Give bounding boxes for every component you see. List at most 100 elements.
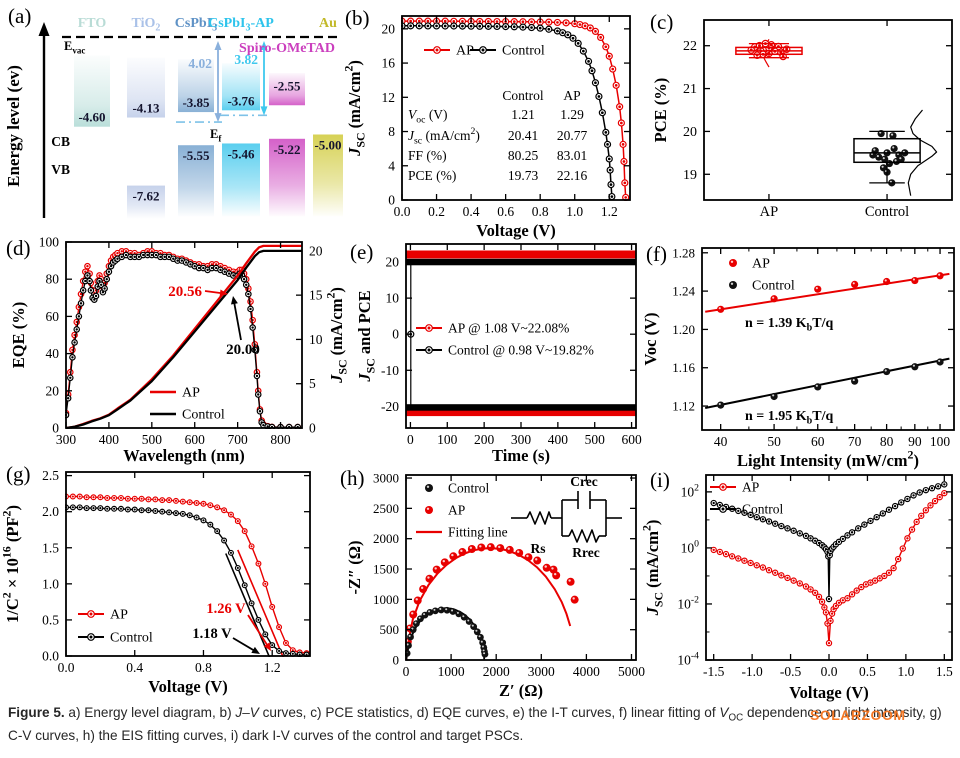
svg-text:Control: Control xyxy=(742,502,784,517)
svg-text:Control: Control xyxy=(865,204,909,220)
svg-text:0.5: 0.5 xyxy=(42,612,59,627)
svg-text:Voltage (V): Voltage (V) xyxy=(476,221,556,240)
svg-text:AP: AP xyxy=(110,608,128,623)
svg-text:15: 15 xyxy=(309,288,323,303)
svg-text:50: 50 xyxy=(767,434,781,449)
svg-text:3000: 3000 xyxy=(373,471,399,486)
svg-text:Control @ 0.98 V~19.82%: Control @ 0.98 V~19.82% xyxy=(448,343,594,358)
svg-text:5: 5 xyxy=(309,376,316,391)
svg-text:0: 0 xyxy=(388,193,395,208)
svg-text:400: 400 xyxy=(99,432,120,447)
panel-d-eqe-curves: 300 400 500 600 700 800 0 20 40 60 80 100 0 5 10 15 20 Wa… xyxy=(0,230,365,466)
svg-text:20.56: 20.56 xyxy=(168,284,202,300)
svg-text:8: 8 xyxy=(388,124,395,139)
it-chart-canvas: 0 100 200 300 400 500 600 -20 -10 0 10 20 Time (s) JS… xyxy=(355,243,642,465)
eqe-chart-canvas: 300 400 500 600 700 800 0 20 40 60 80 100 0 5 10 15 20 Wa… xyxy=(9,235,349,466)
svg-text:-2.55: -2.55 xyxy=(273,79,301,94)
svg-text:AP: AP xyxy=(563,88,580,103)
svg-text:83.01: 83.01 xyxy=(557,148,587,163)
svg-text:PCE (%): PCE (%) xyxy=(651,78,670,143)
svg-text:3000: 3000 xyxy=(528,664,555,679)
svg-text:3.82: 3.82 xyxy=(234,52,258,67)
svg-text:21: 21 xyxy=(683,82,697,97)
svg-text:0.0: 0.0 xyxy=(821,664,838,679)
panel-tag-d: (d) xyxy=(6,236,31,260)
svg-text:CsPbI3: CsPbI3 xyxy=(175,16,217,34)
svg-text:-Z″ (Ω): -Z″ (Ω) xyxy=(345,541,364,595)
svg-text:600: 600 xyxy=(621,432,642,447)
svg-text:100: 100 xyxy=(437,432,458,447)
svg-text:20: 20 xyxy=(382,21,396,36)
svg-text:0.2: 0.2 xyxy=(428,204,445,219)
jv-chart-canvas: 0.0 0.2 0.4 0.6 0.8 1.0 1.2 0 4 8 12 16 20 Voltage (V… xyxy=(342,15,631,240)
svg-text:n = 1.95 KbT/q: n = 1.95 KbT/q xyxy=(745,409,833,427)
svg-text:300: 300 xyxy=(511,432,532,447)
svg-text:10: 10 xyxy=(386,291,400,306)
watermark-text: SOLARZOOM xyxy=(810,707,906,723)
svg-text:0.0: 0.0 xyxy=(394,204,411,219)
svg-text:300: 300 xyxy=(56,432,77,447)
svg-text:-7.62: -7.62 xyxy=(132,189,159,204)
svg-text:20.41: 20.41 xyxy=(508,128,538,143)
caption-fragment: V xyxy=(719,705,729,720)
svg-text:600: 600 xyxy=(185,432,206,447)
panel-a-energy-level-diagram: Energy level (ev) Evac CB VB -4.60 FTO -4.13 -7… xyxy=(0,0,345,232)
panel-c-pce-statistics: AP Control 19 20 21 22 PCE (%) xyxy=(640,0,960,232)
svg-text:Voc (V): Voc (V) xyxy=(641,312,660,365)
panel-tag-c: (c) xyxy=(650,10,674,34)
svg-text:500: 500 xyxy=(142,432,163,447)
svg-text:0: 0 xyxy=(403,664,410,679)
svg-text:AP: AP xyxy=(752,257,770,272)
svg-text:80: 80 xyxy=(46,272,60,287)
panel-tag-b: (b) xyxy=(345,6,370,30)
svg-text:0: 0 xyxy=(392,327,399,342)
svg-text:2.5: 2.5 xyxy=(42,468,59,483)
caption-fragment: OC xyxy=(728,712,744,724)
svg-text:1.0: 1.0 xyxy=(42,576,59,591)
svg-text:0.4: 0.4 xyxy=(126,660,143,675)
svg-text:Energy level (ev): Energy level (ev) xyxy=(4,65,23,187)
svg-text:19.73: 19.73 xyxy=(508,168,539,183)
svg-text:-1.0: -1.0 xyxy=(741,664,763,679)
svg-text:20: 20 xyxy=(683,125,697,140)
svg-text:0: 0 xyxy=(52,421,59,436)
svg-text:1.16: 1.16 xyxy=(672,360,695,375)
panel-tag-e: (e) xyxy=(350,240,374,264)
caption-fragment: curves, c) PCE statistics, d) EQE curves… xyxy=(258,705,720,720)
panel-f-voc-light-intensity: 40 50 60 70 80 90 100 1.12 1.16 1.20 1.24 1.28 Light… xyxy=(640,230,960,470)
svg-text:4000: 4000 xyxy=(573,664,600,679)
svg-text:CsPbI3-AP: CsPbI3-AP xyxy=(208,16,274,34)
caption-fragment: J–V xyxy=(235,705,259,720)
svg-text:500: 500 xyxy=(585,432,606,447)
caption-fragment: dependence on light intensity, g) C-V cu… xyxy=(8,705,942,743)
svg-text:-5.46: -5.46 xyxy=(227,146,255,161)
svg-text:-1.5: -1.5 xyxy=(703,664,725,679)
svg-text:VB: VB xyxy=(51,162,70,177)
svg-text:0.0: 0.0 xyxy=(42,649,59,664)
svg-text:40: 40 xyxy=(714,434,728,449)
svg-text:TiO2: TiO2 xyxy=(132,16,161,34)
svg-text:Crec: Crec xyxy=(570,474,597,489)
panel-tag-f: (f) xyxy=(646,242,667,266)
svg-text:1.2: 1.2 xyxy=(264,660,281,675)
svg-text:-5.22: -5.22 xyxy=(273,142,300,157)
svg-text:Control: Control xyxy=(448,481,490,496)
svg-text:90: 90 xyxy=(908,434,922,449)
svg-text:200: 200 xyxy=(474,432,495,447)
svg-text:4: 4 xyxy=(388,158,395,173)
svg-text:500: 500 xyxy=(380,622,400,637)
svg-text:22: 22 xyxy=(683,39,697,54)
svg-text:20.77: 20.77 xyxy=(557,128,588,143)
svg-text:20: 20 xyxy=(386,255,400,270)
svg-text:Control: Control xyxy=(110,631,153,646)
svg-text:20: 20 xyxy=(309,243,323,258)
svg-text:1/C2 × 1016 (PF2): 1/C2 × 1016 (PF2) xyxy=(0,505,22,623)
svg-text:10-2: 10-2 xyxy=(677,594,699,611)
svg-text:1500: 1500 xyxy=(373,562,399,577)
svg-text:JSC (mA/cm2): JSC (mA/cm2) xyxy=(640,520,666,617)
svg-text:20.00: 20.00 xyxy=(226,342,260,358)
svg-text:1.0: 1.0 xyxy=(566,204,583,219)
svg-text:1.0: 1.0 xyxy=(897,664,914,679)
svg-text:1.28: 1.28 xyxy=(672,245,695,260)
svg-text:800: 800 xyxy=(270,432,291,447)
